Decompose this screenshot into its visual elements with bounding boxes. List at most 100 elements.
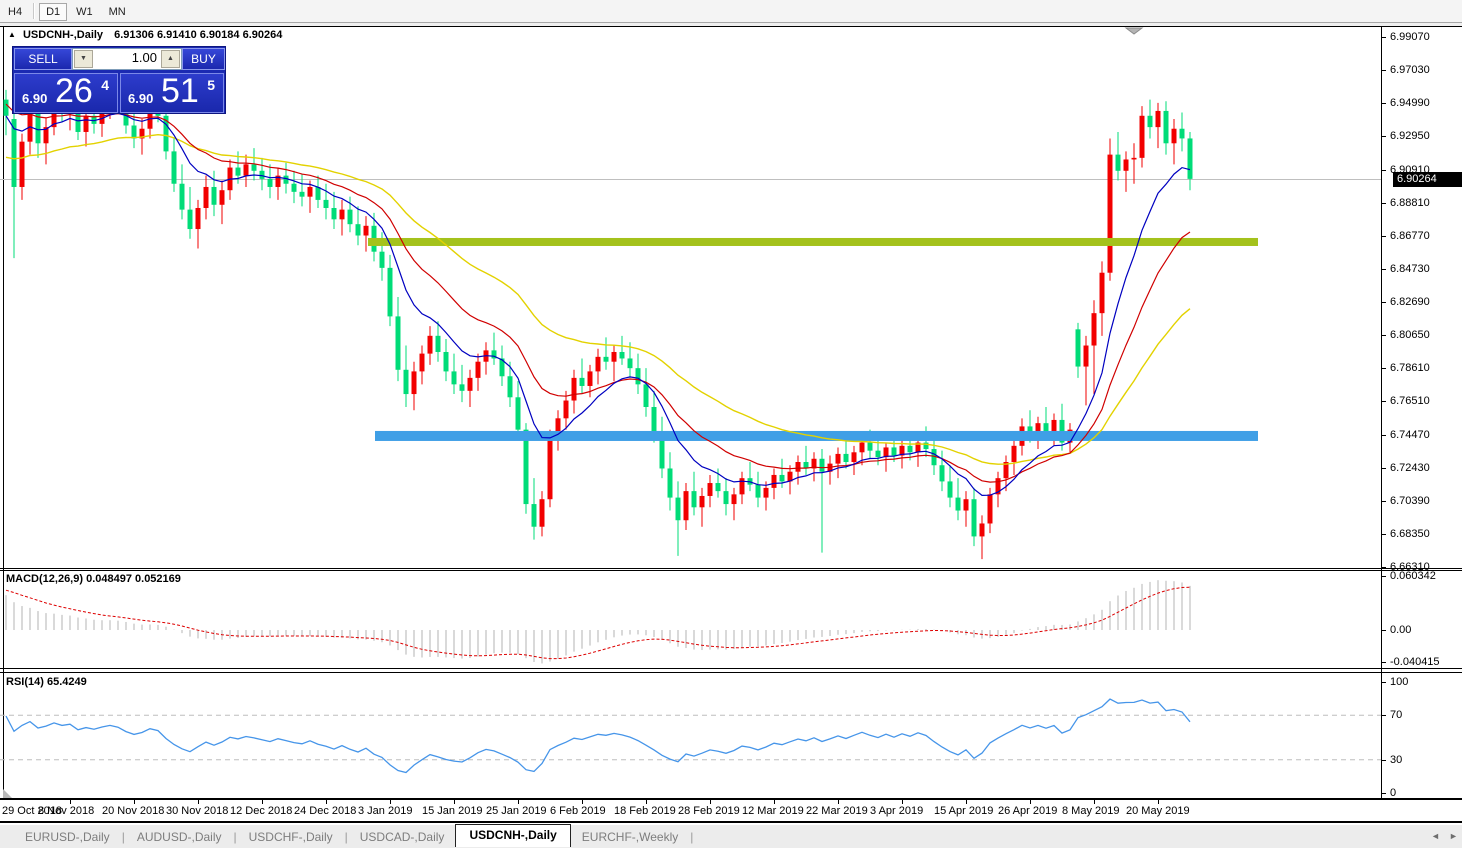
date-axis-tick [70, 800, 71, 804]
macd-indicator-chart [5, 580, 1191, 664]
price-axis-tick [1382, 70, 1386, 72]
volume-increase-icon[interactable]: ▲ [161, 50, 180, 68]
rsi-panel-top-border[interactable] [0, 672, 1462, 673]
tab-separator: | [344, 830, 348, 844]
scroll-to-end-marker-icon[interactable] [1124, 27, 1144, 35]
date-axis-label: 15 Apr 2019 [934, 805, 994, 817]
date-axis-label: 18 Feb 2019 [614, 805, 676, 817]
date-axis-label: 15 Jan 2019 [422, 805, 483, 817]
sell-price-main: 26 [55, 72, 93, 110]
resistance-trendline[interactable] [368, 237, 1258, 246]
chart-tab-audusd[interactable]: AUDUSD-,Daily [136, 830, 222, 844]
macd-tick [1382, 662, 1386, 663]
collapse-triangle-icon[interactable]: ▲ [8, 30, 16, 39]
price-axis-tick [1382, 533, 1386, 535]
date-axis-label: 12 Dec 2018 [230, 805, 293, 817]
macd-label: MACD(12,26,9) 0.048497 0.052169 [6, 573, 181, 585]
price-axis-tick [1382, 103, 1386, 105]
price-axis-tick [1382, 136, 1386, 138]
date-axis-tick [1158, 800, 1159, 804]
timeframe-button-d1[interactable]: D1 [39, 3, 68, 21]
date-axis-tick [1094, 800, 1095, 804]
one-click-trading-panel: SELL ▼ 1.00 ▲ BUY 6.90 26 4 6.90 51 5 [12, 46, 226, 114]
tab-separator: | [690, 830, 694, 844]
date-axis-label: 30 Nov 2018 [166, 805, 229, 817]
tab-separator: | [121, 830, 125, 844]
timeframe-button-mn[interactable]: MN [108, 6, 126, 18]
price-axis-border [1381, 26, 1382, 799]
macd-panel-bottom-border[interactable] [0, 668, 1462, 669]
buy-price-main: 51 [161, 72, 199, 110]
price-axis-tick [1382, 235, 1386, 237]
chart-title: ▲ USDCNH-,Daily 6.91306 6.91410 6.90184 … [8, 29, 282, 41]
panel-resize-grip-icon[interactable] [3, 789, 12, 798]
date-axis-tick [710, 800, 711, 804]
price-axis-label: 6.70390 [1390, 494, 1430, 507]
price-axis-tick [1382, 434, 1386, 436]
rsi-label: RSI(14) 65.4249 [6, 676, 87, 688]
date-axis-tick [198, 800, 199, 804]
price-axis-tick [1382, 401, 1386, 403]
price-axis-label: 6.80650 [1390, 329, 1430, 342]
price-axis-tick [1382, 37, 1386, 38]
volume-spinner: ▼ 1.00 ▲ [72, 48, 182, 70]
macd-tick [1382, 576, 1386, 577]
date-axis-label: 6 Feb 2019 [550, 805, 606, 817]
date-axis-tick [262, 800, 263, 804]
main-panel-bottom-border[interactable] [0, 568, 1462, 569]
chart-tab-eurchf[interactable]: EURCHF-,Weekly [581, 830, 679, 844]
timeframe-button-h4[interactable]: H4 [8, 6, 23, 18]
date-axis-tick [1030, 800, 1031, 804]
sell-price-pip: 4 [101, 77, 109, 93]
price-axis-label: 6.94990 [1390, 97, 1430, 110]
current-price-badge: 6.90264 [1393, 172, 1462, 187]
price-axis-tick [1382, 335, 1386, 337]
chart-top-border [0, 26, 1462, 27]
date-axis-label: 24 Dec 2018 [294, 805, 357, 817]
chart-tab-usdcad[interactable]: USDCAD-,Daily [359, 830, 445, 844]
rsi-indicator-chart [0, 698, 1381, 774]
chart-tab-eurusd[interactable]: EURUSD-,Daily [25, 830, 110, 844]
ohlc-values: 6.91306 6.91410 6.90184 6.90264 [114, 29, 283, 41]
macd-panel-top-border[interactable] [0, 570, 1462, 571]
date-axis-label: 25 Jan 2019 [486, 805, 547, 817]
sell-button[interactable]: SELL [14, 48, 72, 70]
price-axis-tick [1382, 302, 1386, 303]
sell-price-prefix: 6.90 [22, 91, 48, 106]
date-axis-label: 3 Apr 2019 [870, 805, 924, 817]
date-axis-tick [390, 800, 391, 804]
buy-price-pip: 5 [207, 77, 215, 93]
buy-button[interactable]: BUY [182, 48, 225, 70]
price-axis-label: 6.66310 [1390, 561, 1430, 573]
macd-tick [1382, 630, 1386, 631]
price-axis-label: 6.68350 [1390, 527, 1430, 540]
price-axis-label: 6.76510 [1390, 395, 1430, 408]
price-axis-label: 6.92950 [1390, 130, 1430, 143]
date-axis-label: 12 Mar 2019 [742, 805, 804, 817]
tab-scroll-left-icon[interactable]: ◄ [1431, 831, 1440, 841]
chart-tab-usdchf[interactable]: USDCHF-,Daily [248, 830, 333, 844]
rsi-scale-label: 70 [1390, 709, 1403, 722]
timeframe-button-w1[interactable]: W1 [76, 6, 93, 18]
price-axis-tick [1382, 268, 1386, 270]
buy-price-prefix: 6.90 [128, 91, 154, 106]
price-axis-label: 6.74470 [1390, 428, 1430, 441]
sell-price-button[interactable]: 6.90 26 4 [14, 72, 118, 113]
macd-scale-top: 0.060342 [1390, 570, 1436, 582]
date-axis-tick [454, 800, 455, 804]
tab-scroll-right-icon[interactable]: ► [1449, 831, 1458, 841]
price-axis-label: 6.84730 [1390, 262, 1430, 275]
chart-tabs: EURUSD-,Daily | AUDUSD-,Daily | USDCHF-,Dail… [14, 824, 694, 848]
volume-decrease-icon[interactable]: ▼ [74, 50, 93, 68]
price-axis-tick [1382, 202, 1386, 204]
date-axis-label: 29 Oct 2018 [2, 805, 62, 817]
price-axis-label: 6.82690 [1390, 296, 1430, 308]
price-axis-label: 6.97030 [1390, 64, 1430, 77]
buy-price-button[interactable]: 6.90 51 5 [120, 72, 224, 113]
macd-scale-zero: 0.00 [1390, 624, 1412, 636]
chart-tab-bar: EURUSD-,Daily | AUDUSD-,Daily | USDCHF-,Dail… [0, 824, 1462, 848]
price-axis-label: 6.72430 [1390, 461, 1430, 474]
volume-input[interactable]: 1.00 [131, 50, 157, 65]
chart-tab-usdcnh[interactable]: USDCNH-,Daily [455, 824, 571, 847]
price-axis-tick [1382, 500, 1386, 502]
